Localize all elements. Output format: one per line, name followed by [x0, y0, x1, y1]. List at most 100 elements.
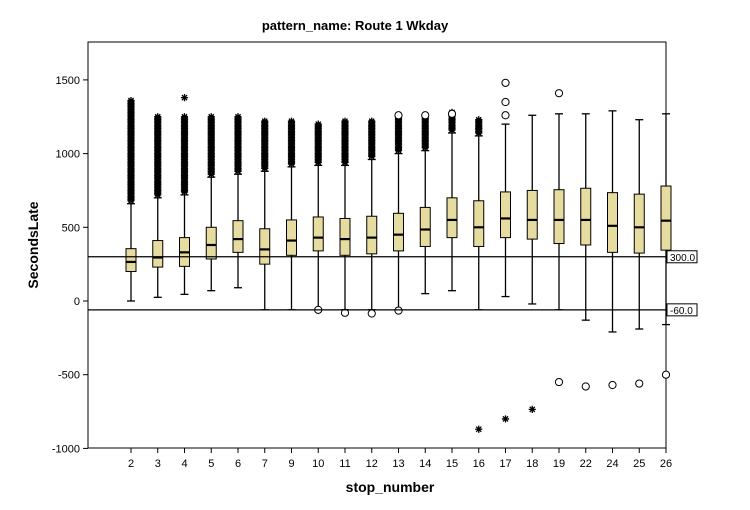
extreme-star: [528, 405, 536, 413]
x-axis: 2 3 4 5 6 7 9 10 11 12 13 14 15 16 17 18 19 22 24 25 26: [128, 448, 672, 470]
reference-lines: 300.0 -60.0: [88, 250, 698, 317]
box-11: [339, 117, 351, 317]
box-14: [419, 111, 431, 295]
x-axis-label: stop_number: [346, 479, 435, 495]
extreme-star: [475, 425, 483, 433]
x-tick-label: 7: [262, 458, 268, 470]
x-tick-label: 13: [392, 458, 404, 470]
outlier-circle: [421, 111, 430, 120]
x-tick-label: 14: [419, 458, 431, 470]
iqr-box: [446, 197, 458, 239]
x-tick-label: 4: [181, 458, 187, 470]
x-tick-label: 12: [366, 458, 378, 470]
y-axis: -1000 -500 0 500 1000 1500: [52, 75, 88, 455]
iqr-box: [526, 189, 538, 240]
x-tick-label: 3: [155, 458, 161, 470]
reference-label-box: [666, 303, 698, 317]
iqr-box: [580, 187, 592, 246]
x-tick-label: 17: [499, 458, 511, 470]
y-tick-label: 1000: [56, 149, 80, 161]
iqr-box: [312, 216, 324, 252]
iqr-box: [500, 191, 511, 239]
x-tick-label: 15: [446, 458, 458, 470]
x-tick-label: 16: [473, 458, 485, 470]
x-tick-label: 10: [312, 458, 324, 470]
box-2: [125, 96, 137, 302]
outlier-star-band: [368, 117, 376, 161]
y-axis-label: SecondsLate: [25, 201, 41, 288]
x-tick-label: 18: [526, 458, 538, 470]
outlier-star-band: [287, 117, 296, 168]
box-10: [312, 120, 324, 314]
outlier-star-band: [341, 117, 349, 167]
x-tick-label: 9: [288, 458, 294, 470]
outlier-circle: [608, 380, 617, 390]
iqr-box: [232, 220, 244, 253]
outlier-star-band: [234, 113, 242, 175]
y-tick-label: -1000: [52, 443, 80, 455]
x-tick-label: 25: [633, 458, 645, 470]
outlier-star-band: [394, 113, 403, 155]
box-12: [366, 117, 378, 318]
y-tick-label: 500: [62, 222, 80, 234]
iqr-box: [125, 248, 137, 273]
box-26: [660, 113, 672, 379]
outlier-star-band: [261, 117, 269, 172]
extreme-star: [501, 415, 510, 423]
iqr-box: [419, 206, 431, 247]
outlier-star-band: [421, 113, 429, 152]
iqr-box: [607, 192, 618, 253]
outlier-circle: [661, 370, 671, 379]
x-tick-label: 24: [606, 458, 618, 470]
outlier-circle: [394, 306, 403, 315]
box-5: [205, 113, 217, 292]
x-tick-label: 2: [128, 458, 134, 470]
box-3: [152, 113, 164, 298]
outlier-circle: [554, 89, 564, 98]
box-18: [526, 114, 538, 413]
box-7: [259, 117, 271, 311]
x-tick-label: 22: [580, 458, 592, 470]
iqr-box: [660, 185, 672, 251]
outlier-star-band: [180, 113, 189, 196]
box-6: [232, 113, 244, 289]
box-15: [446, 108, 458, 292]
outlier-star-band: [314, 120, 322, 167]
iqr-box: [339, 217, 351, 256]
outlier-circle: [581, 382, 590, 391]
outlier-circle: [447, 109, 457, 118]
reference-line-label: 300.0: [670, 253, 695, 264]
iqr-box: [286, 219, 297, 256]
outlier-star-band: [154, 113, 162, 199]
outlier-circle: [501, 111, 510, 120]
chart-title: pattern_name: Route 1 Wkday: [262, 18, 449, 33]
chart-marks: [125, 78, 672, 433]
outlier-circle: [340, 308, 350, 317]
outlier-circle: [394, 111, 403, 120]
iqr-box: [473, 200, 485, 247]
box-4: [179, 93, 190, 296]
x-tick-label: 6: [235, 458, 241, 470]
iqr-box: [205, 226, 217, 260]
outlier-star-band: [127, 96, 135, 205]
x-tick-label: 5: [208, 458, 214, 470]
outlier-star-band: [475, 116, 483, 137]
outlier-circle: [501, 97, 510, 107]
box-24: [607, 110, 618, 390]
box-19: [553, 89, 565, 387]
iqr-box: [393, 212, 404, 252]
iqr-box: [366, 215, 378, 255]
outlier-circle: [554, 377, 564, 387]
x-tick-label: 19: [553, 458, 565, 470]
extreme-star: [180, 93, 189, 102]
iqr-box: [259, 228, 271, 265]
iqr-box: [633, 193, 645, 254]
x-tick-label: 26: [660, 458, 672, 470]
outlier-circle: [635, 379, 644, 388]
y-tick-label: -500: [58, 370, 80, 382]
box-25: [633, 119, 645, 388]
outlier-circle: [367, 309, 376, 318]
x-tick-label: 11: [339, 458, 350, 470]
iqr-box: [553, 189, 565, 245]
